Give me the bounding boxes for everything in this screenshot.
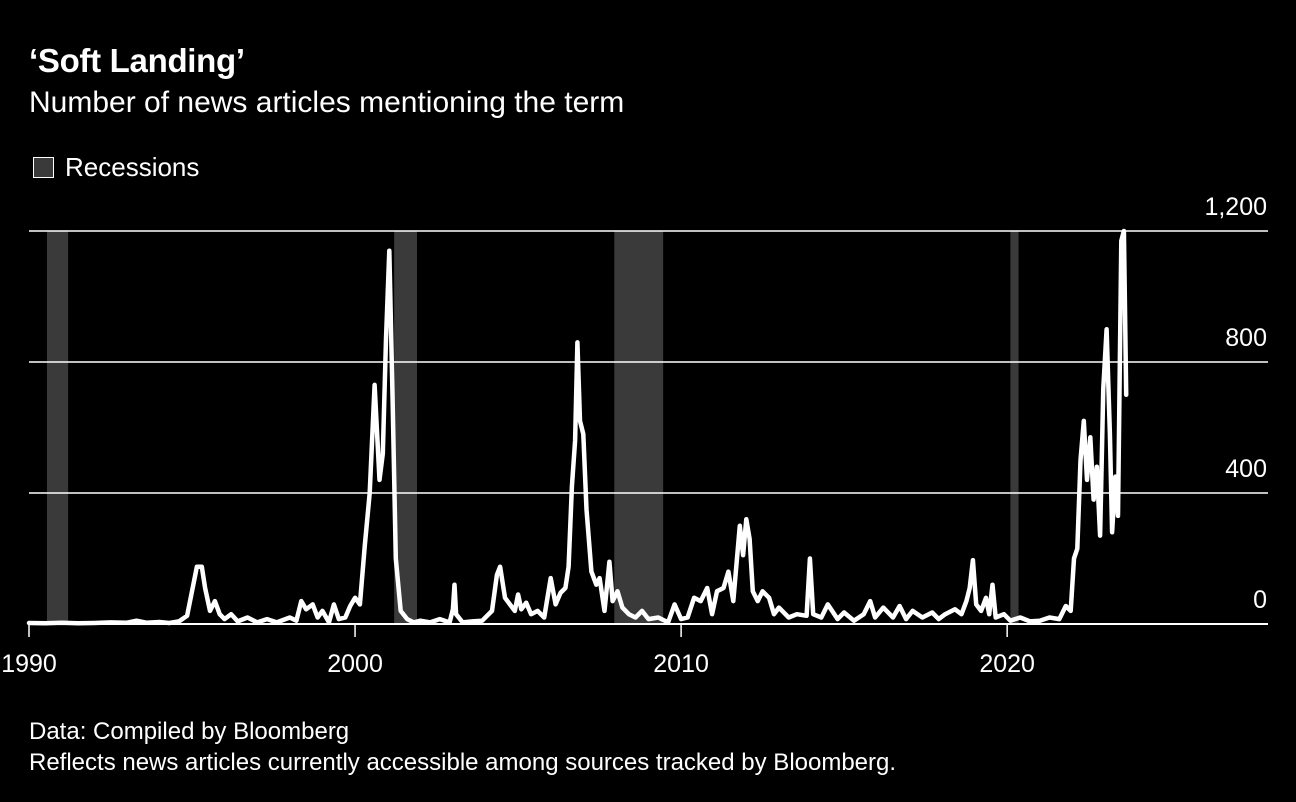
recession-band-2 (614, 231, 664, 624)
x-tick-label-1990: 1990 (1, 650, 57, 678)
footnote: Reflects news articles currently accessi… (29, 749, 897, 776)
x-tick-label-2010: 2010 (653, 650, 709, 678)
legend: Recessions (33, 152, 199, 183)
legend-label-recessions: Recessions (65, 152, 200, 182)
y-axis: 0 400 800 1,200 (1204, 193, 1267, 614)
y-tick-label-400: 400 (1225, 455, 1267, 483)
x-tick-label-2000: 2000 (327, 650, 383, 678)
y-tick-label-800: 800 (1225, 324, 1267, 352)
chart-subtitle: Number of news articles mentioning the t… (29, 86, 625, 119)
recession-bands (46, 231, 1019, 624)
series-line-0 (26, 228, 1129, 626)
x-axis: 1990 2000 2010 2020 (1, 624, 1035, 678)
y-tick-label-0: 0 (1253, 586, 1267, 614)
y-tick-label-1200: 1,200 (1204, 193, 1267, 221)
gridlines (29, 230, 1268, 625)
series-layer (26, 228, 1129, 626)
x-tick-label-2020: 2020 (979, 650, 1035, 678)
recession-band-0 (46, 231, 69, 624)
recession-band-1 (394, 231, 418, 624)
chart-title: ‘Soft Landing’ (29, 42, 245, 79)
line-chart: 1990 2000 2010 2020 0 400 800 1,200 (1, 193, 1268, 678)
recessions-swatch (33, 157, 54, 178)
source-note: Data: Compiled by Bloomberg (29, 718, 350, 745)
recession-band-3 (1010, 231, 1019, 624)
